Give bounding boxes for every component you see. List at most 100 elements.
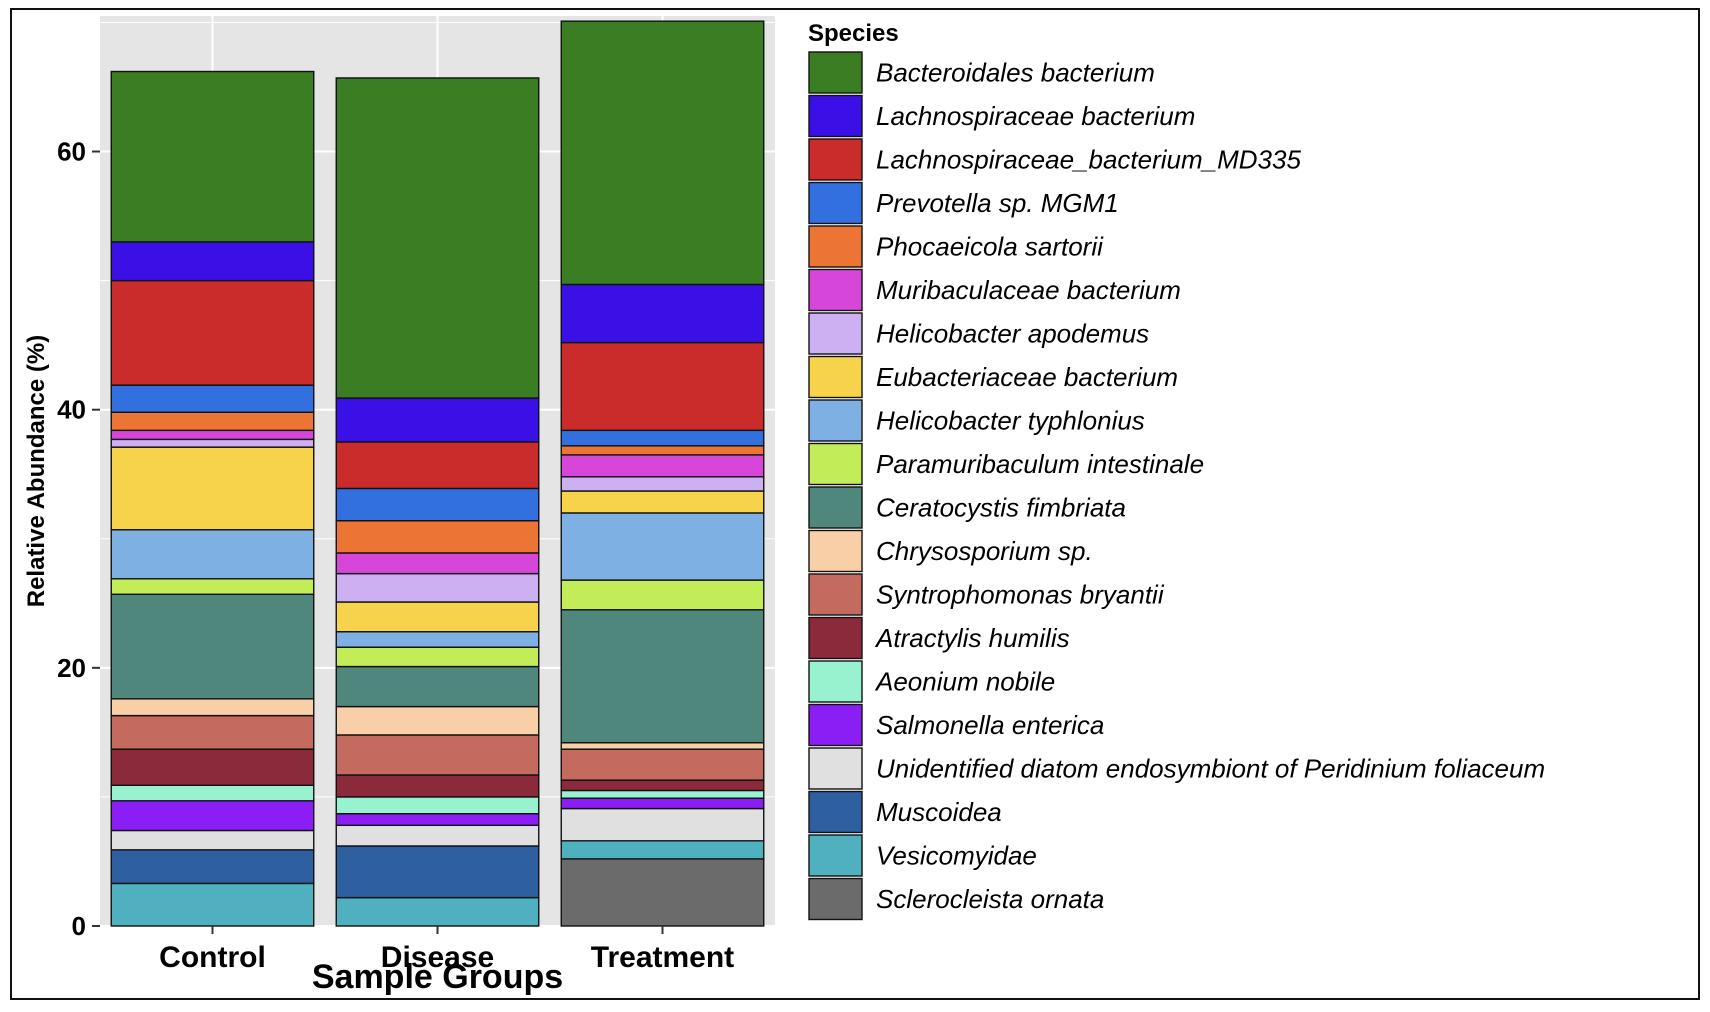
bar-segment-disease-prevotella-sp-mgm1 xyxy=(335,487,540,522)
legend-label-paramuribaculum-intestinale: Paramuribaculum intestinale xyxy=(876,449,1204,479)
bar-segment-treatment-aeonium-nobile xyxy=(560,789,765,799)
bar-segment-treatment-atractylis-humilis xyxy=(560,779,765,792)
legend-label-ceratocystis-fimbriata: Ceratocystis fimbriata xyxy=(876,493,1126,523)
bar-segment-treatment-chrysosporium-sp xyxy=(560,742,765,750)
legend-swatch-bacteroidales-bacterium xyxy=(808,51,863,94)
legend-label-phocaeicola-sartorii: Phocaeicola sartorii xyxy=(876,232,1104,262)
x-axis: Control Disease Treatment xyxy=(159,926,734,974)
legend-swatch-helicobacter-apodemus xyxy=(808,312,863,355)
x-axis-title: Sample Groups xyxy=(312,958,563,996)
bar-segment-disease-helicobacter-typhlonius xyxy=(335,631,540,648)
bar-segment-control-helicobacter-apodemus xyxy=(110,438,315,448)
legend-label-helicobacter-typhlonius: Helicobacter typhlonius xyxy=(876,406,1145,436)
legend-swatch-eubacteriaceae-bacterium xyxy=(808,355,863,399)
legend-label-muribaculaceae-bacterium: Muribaculaceae bacterium xyxy=(876,275,1181,305)
bar-segment-control-muribaculaceae-bacterium xyxy=(110,429,315,441)
legend-label-vesicomyidae: Vesicomyidae xyxy=(876,841,1037,871)
bar-segment-disease-syntrophomonas-bryantii xyxy=(335,734,540,776)
figure-frame xyxy=(10,8,1700,1000)
bar-segment-control-unidentified-diatom-endosymbiont-of-peridinium-foliaceum xyxy=(110,829,315,851)
bar-segment-control-eubacteriaceae-bacterium xyxy=(110,446,315,531)
legend-swatch-chrysosporium-sp xyxy=(808,529,863,573)
bar-segment-control-prevotella-sp-mgm1 xyxy=(110,384,315,413)
y-tick-label: 60 xyxy=(57,137,86,167)
legend: Species Bacteroidales bacterium Lachnospi… xyxy=(808,20,1545,921)
bar-segment-disease-chrysosporium-sp xyxy=(335,705,540,736)
bar-segment-disease-phocaeicola-sartorii xyxy=(335,519,540,554)
bar-segment-control-phocaeicola-sartorii xyxy=(110,411,315,432)
bar-segment-disease-muscoidea xyxy=(335,845,540,899)
bar-segment-treatment-salmonella-enterica xyxy=(560,797,765,810)
bar-segment-disease-paramuribaculum-intestinale xyxy=(335,646,540,668)
y-axis-title: Relative Abundance (%) xyxy=(23,335,50,608)
bar-segment-disease-bacteroidales-bacterium xyxy=(335,77,540,399)
bar-segment-control-helicobacter-typhlonius xyxy=(110,529,315,580)
bar-segment-treatment-bacteroidales-bacterium xyxy=(560,20,765,286)
bar-segment-control-ceratocystis-fimbriata xyxy=(110,593,315,700)
legend-label-prevotella-sp-mgm1: Prevotella sp. MGM1 xyxy=(876,188,1119,218)
bar-segment-treatment-phocaeicola-sartorii xyxy=(560,445,765,456)
legend-label-helicobacter-apodemus: Helicobacter apodemus xyxy=(876,319,1149,349)
x-tick-label-treatment: Treatment xyxy=(591,941,734,974)
legend-swatch-salmonella-enterica xyxy=(808,703,863,747)
bar-segment-treatment-helicobacter-apodemus xyxy=(560,476,765,492)
bar-segment-control-atractylis-humilis xyxy=(110,748,315,787)
bar-segment-disease-lachnospiraceae-bacterium xyxy=(335,397,540,443)
bars xyxy=(110,20,765,927)
legend-swatch-sclerocleista-ornata xyxy=(808,877,863,921)
bar-segment-treatment-lachnospiraceae-bacterium xyxy=(560,283,765,344)
bar-segment-disease-unidentified-diatom-endosymbiont-of-peridinium-foliaceum xyxy=(335,824,540,847)
bar-segment-control-paramuribaculum-intestinale xyxy=(110,578,315,595)
legend-swatch-atractylis-humilis xyxy=(808,616,863,660)
bar-segment-treatment-unidentified-diatom-endosymbiont-of-peridinium-foliaceum xyxy=(560,807,765,842)
bar-segment-disease-muribaculaceae-bacterium xyxy=(335,552,540,575)
legend-label-aeonium-nobile: Aeonium nobile xyxy=(874,667,1055,697)
legend-swatch-prevotella-sp-mgm1 xyxy=(808,181,863,225)
bar-segment-control-vesicomyidae xyxy=(110,882,315,927)
bar-segment-control-lachnospiraceae-bacterium xyxy=(110,241,315,282)
y-tick-label: 0 xyxy=(72,911,86,941)
bar-segment-disease-vesicomyidae xyxy=(335,896,540,927)
bar-segment-treatment-ceratocystis-fimbriata xyxy=(560,609,765,744)
legend-swatch-syntrophomonas-bryantii xyxy=(808,573,863,616)
legend-label-chrysosporium-sp: Chrysosporium sp. xyxy=(876,536,1093,566)
bar-segment-disease-aeonium-nobile xyxy=(335,796,540,815)
x-tick-label-disease: Disease xyxy=(381,941,494,974)
legend-swatch-ceratocystis-fimbriata xyxy=(808,486,863,529)
legend-swatch-unidentified-diatom-endosymbiont-of-peridinium-foliaceum xyxy=(808,747,863,790)
legend-label-lachnospiraceae-bacterium-md335: Lachnospiraceae_bacterium_MD335 xyxy=(876,145,1301,175)
bar-segment-control-syntrophomonas-bryantii xyxy=(110,714,315,750)
legend-swatch-phocaeicola-sartorii xyxy=(808,225,863,268)
y-axis: 0 20 40 60 xyxy=(57,137,100,941)
bar-segment-control-muscoidea xyxy=(110,849,315,885)
legend-label-unidentified-diatom-endosymbiont-of-peridinium-foliaceum: Unidentified diatom endosymbiont of Peri… xyxy=(876,754,1545,784)
legend-swatch-muribaculaceae-bacterium xyxy=(808,268,863,312)
legend-swatch-helicobacter-typhlonius xyxy=(808,399,863,442)
bar-segment-treatment-muribaculaceae-bacterium xyxy=(560,454,765,478)
legend-label-sclerocleista-ornata: Sclerocleista ornata xyxy=(876,884,1104,914)
x-tick-label-control: Control xyxy=(159,941,266,974)
bar-segment-treatment-eubacteriaceae-bacterium xyxy=(560,490,765,514)
bar-segment-disease-eubacteriaceae-bacterium xyxy=(335,601,540,633)
legend-swatch-muscoidea xyxy=(808,790,863,834)
bar-segment-control-bacteroidales-bacterium xyxy=(110,70,315,243)
legend-label-bacteroidales-bacterium: Bacteroidales bacterium xyxy=(876,58,1155,88)
bar-segment-disease-salmonella-enterica xyxy=(335,813,540,827)
bar-segment-disease-atractylis-humilis xyxy=(335,774,540,798)
bar-segment-treatment-helicobacter-typhlonius xyxy=(560,512,765,581)
bar-segment-control-lachnospiraceae-bacterium-md335 xyxy=(110,279,315,386)
legend-label-salmonella-enterica: Salmonella enterica xyxy=(876,710,1104,740)
legend-swatch-vesicomyidae xyxy=(808,834,863,877)
legend-label-atractylis-humilis: Atractylis humilis xyxy=(874,623,1070,653)
bar-segment-disease-lachnospiraceae-bacterium-md335 xyxy=(335,441,540,490)
legend-label-eubacteriaceae-bacterium: Eubacteriaceae bacterium xyxy=(876,362,1178,392)
bar-segment-treatment-paramuribaculum-intestinale xyxy=(560,579,765,611)
legend-label-muscoidea: Muscoidea xyxy=(876,797,1002,827)
y-tick-label: 40 xyxy=(57,395,86,425)
bar-segment-control-chrysosporium-sp xyxy=(110,698,315,717)
bar-segment-treatment-prevotella-sp-mgm1 xyxy=(560,429,765,447)
legend-swatch-aeonium-nobile xyxy=(808,660,863,703)
bar-segment-treatment-vesicomyidae xyxy=(560,840,765,860)
legend-swatch-lachnospiraceae-bacterium-md335 xyxy=(808,138,863,181)
